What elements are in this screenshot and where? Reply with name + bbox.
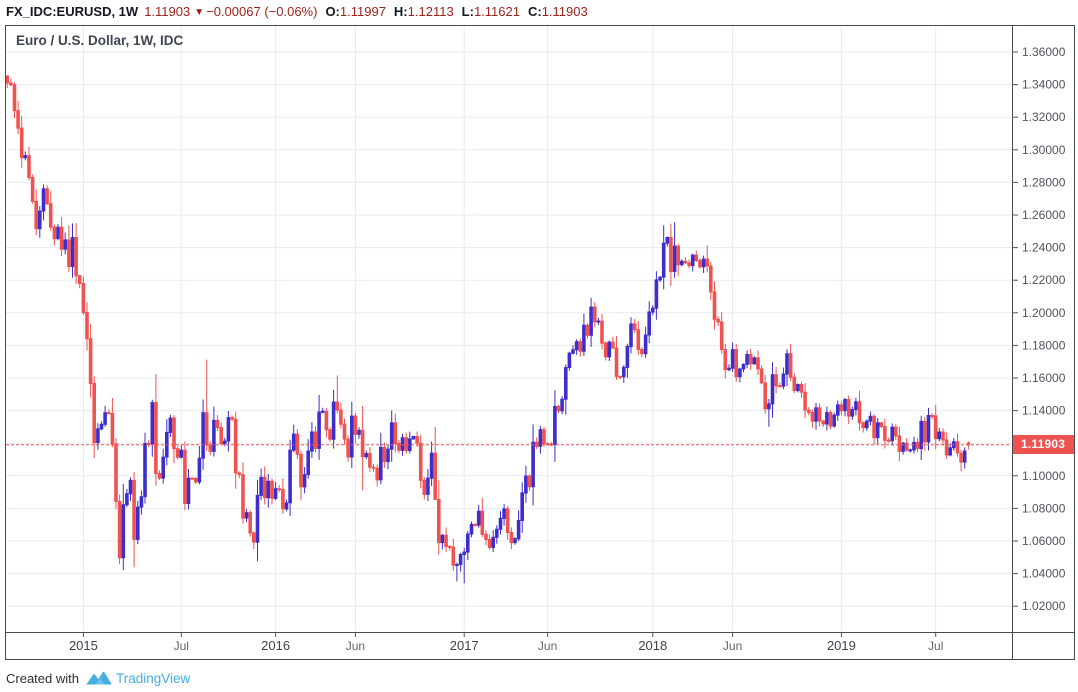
price-axis-labels: 1.36000 1.34000 1.32000 1.30000 1.28000 1.260…	[1013, 45, 1066, 613]
svg-text:1.36000: 1.36000	[1022, 45, 1066, 59]
svg-text:1.34000: 1.34000	[1022, 78, 1066, 92]
svg-text:Jun: Jun	[538, 639, 557, 653]
svg-text:1.28000: 1.28000	[1022, 175, 1066, 189]
svg-text:Jul: Jul	[928, 639, 943, 653]
svg-text:2015: 2015	[69, 638, 98, 653]
svg-text:1.10000: 1.10000	[1022, 469, 1066, 483]
svg-text:1.22000: 1.22000	[1022, 273, 1066, 287]
candles-up	[23, 151, 967, 584]
svg-text:2019: 2019	[827, 638, 856, 653]
svg-text:Jun: Jun	[723, 639, 742, 653]
last-price-label: 1.11903	[1013, 435, 1074, 454]
legend-close: C:1.11903	[527, 4, 588, 19]
legend-high: H:1.12113	[393, 4, 454, 19]
svg-text:Jul: Jul	[174, 639, 189, 653]
svg-text:1.32000: 1.32000	[1022, 110, 1066, 124]
svg-text:Jun: Jun	[346, 639, 365, 653]
legend-price-change: −0.00067 (−0.06%)	[206, 4, 318, 19]
price-axis[interactable]	[1013, 25, 1074, 632]
tradingview-logo-icon[interactable]	[85, 670, 112, 686]
svg-text:1.14000: 1.14000	[1022, 404, 1066, 418]
svg-text:1.20000: 1.20000	[1022, 306, 1066, 320]
svg-text:1.30000: 1.30000	[1022, 143, 1066, 157]
svg-text:1.18000: 1.18000	[1022, 338, 1066, 352]
chart-title: Euro / U.S. Dollar, 1W, IDC	[16, 33, 184, 48]
grid	[6, 26, 1011, 631]
svg-text:1.08000: 1.08000	[1022, 501, 1066, 515]
chart-frame	[5, 25, 1075, 660]
svg-text:1.26000: 1.26000	[1022, 208, 1066, 222]
legend-low: L:1.11621	[461, 4, 520, 19]
svg-text:1.16000: 1.16000	[1022, 371, 1066, 385]
tradingview-link[interactable]: TradingView	[115, 670, 191, 686]
svg-text:2018: 2018	[638, 638, 667, 653]
time-axis[interactable]	[5, 633, 1012, 659]
candles-down	[5, 75, 971, 571]
svg-text:1.06000: 1.06000	[1022, 534, 1066, 548]
symbol-interval[interactable]: FX_IDC:EURUSD, 1W	[6, 4, 139, 19]
time-axis-labels: 2015 Jul 2016 Jun 2017 Jun 2018 Jun 2019 Jul	[69, 633, 943, 653]
svg-text:1.02000: 1.02000	[1022, 599, 1066, 613]
svg-text:2017: 2017	[450, 638, 479, 653]
symbol-legend: FX_IDC:EURUSD, 1W 1.11903 ▼ −0.00067 (−0.06…	[6, 0, 588, 24]
down-arrow-icon: ▼	[194, 7, 205, 18]
svg-text:1.04000: 1.04000	[1022, 567, 1066, 581]
attribution-text: Created with	[6, 670, 79, 686]
svg-text:1.24000: 1.24000	[1022, 241, 1066, 255]
svg-text:2016: 2016	[261, 638, 290, 653]
legend-last-price: 1.11903	[144, 4, 191, 19]
attribution: Created with TradingView	[6, 667, 190, 689]
legend-open: O:1.11997	[325, 4, 386, 19]
